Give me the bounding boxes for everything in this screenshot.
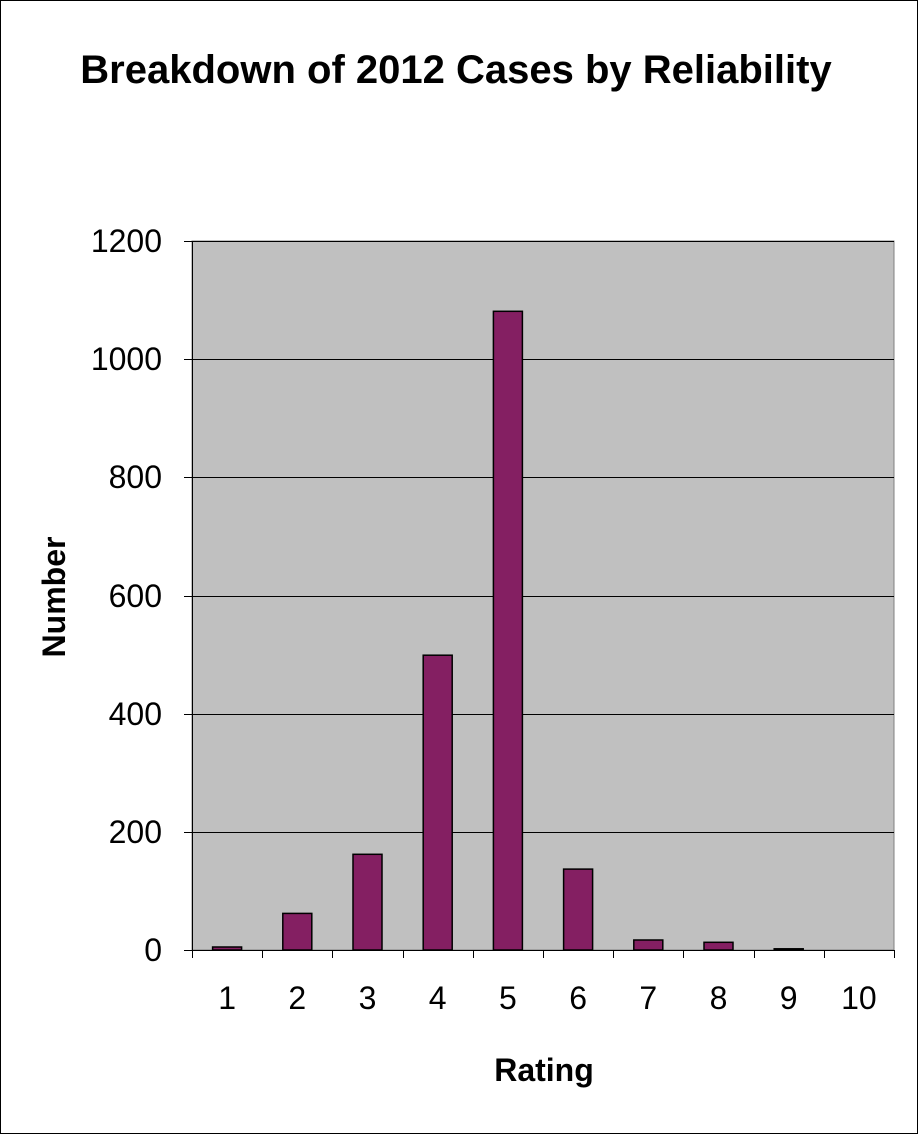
x-tick-label: 8 bbox=[710, 980, 728, 1016]
bar-1 bbox=[211, 946, 243, 951]
y-tick-label: 1200 bbox=[91, 223, 162, 259]
chart-title: Breakdown of 2012 Cases by Reliability bbox=[80, 48, 832, 92]
bar-6 bbox=[562, 868, 594, 951]
x-tick-label: 6 bbox=[569, 980, 587, 1016]
x-tick-label: 7 bbox=[639, 980, 657, 1016]
bar-8 bbox=[703, 941, 734, 951]
plot-area bbox=[191, 240, 895, 951]
x-tick-label: 10 bbox=[841, 980, 877, 1016]
x-tick-label: 9 bbox=[780, 980, 798, 1016]
y-tick-label: 200 bbox=[109, 814, 162, 850]
bar-3 bbox=[352, 853, 383, 951]
gridlines bbox=[192, 241, 894, 833]
y-axis-label: Number bbox=[36, 537, 72, 658]
x-tick-label: 4 bbox=[429, 980, 447, 1016]
axes bbox=[184, 241, 895, 958]
y-tick-label: 400 bbox=[109, 696, 162, 732]
y-tick-label: 0 bbox=[144, 932, 162, 968]
bars bbox=[211, 310, 804, 951]
tick-labels: 0 200 400 600 800 1000 1200 1 2 3 4 5 6 7 8 9 10 bbox=[91, 223, 877, 1016]
x-axis-label: Rating bbox=[494, 1052, 594, 1088]
x-tick-label: 3 bbox=[359, 980, 377, 1016]
x-tick-label: 2 bbox=[288, 980, 306, 1016]
x-tick-label: 1 bbox=[218, 980, 236, 1016]
x-tick-label: 5 bbox=[499, 980, 517, 1016]
bar-7 bbox=[633, 939, 664, 951]
bar-4 bbox=[422, 654, 453, 951]
bar-5 bbox=[492, 310, 524, 951]
y-tick-label: 800 bbox=[109, 459, 162, 495]
bar-2 bbox=[282, 912, 313, 951]
y-tick-label: 1000 bbox=[91, 341, 162, 377]
y-tick-label: 600 bbox=[109, 578, 162, 614]
bar-9 bbox=[773, 948, 804, 951]
